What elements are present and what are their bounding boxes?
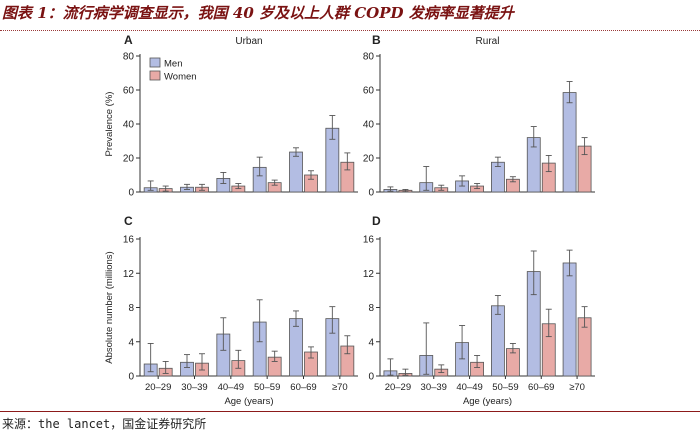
panel-c-x-label: Age (years) — [224, 396, 273, 407]
panel-c-y-label: Absolute number (millions) — [104, 251, 115, 363]
panel-d-y-tick-label: 8 — [368, 303, 374, 314]
panel-b-y-tick-label: 80 — [363, 52, 375, 63]
title-divider — [0, 30, 700, 31]
legend-swatch-women — [149, 70, 161, 81]
panel-b-bar-men — [562, 92, 577, 193]
panel-c-x-tick-label: ≥70 — [332, 382, 348, 393]
legend-label-women: Women — [164, 72, 197, 83]
source-note: 来源：the lancet，国金证券研究所 — [2, 417, 207, 431]
panel-a-y-tick-label: 60 — [123, 86, 135, 97]
panel-d-bar-men — [562, 262, 577, 377]
panel-d-x-tick-label: 20–29 — [385, 382, 411, 393]
footer-divider — [0, 411, 700, 412]
panel-b-y-tick-label: 60 — [363, 86, 375, 97]
panel-a-y-label: Prevalence (%) — [104, 92, 115, 157]
panel-d-y-tick-label: 0 — [368, 372, 374, 383]
panel-d-bar-men — [491, 305, 505, 377]
panel-c-x-tick-label: 20–29 — [145, 382, 171, 393]
panel-d-y-tick-label: 4 — [368, 337, 374, 348]
panel-a-letter: A — [124, 33, 133, 47]
panel-a-y-tick-label: 40 — [123, 120, 135, 131]
panel-c-y-tick-label: 8 — [128, 303, 134, 314]
panel-d-x-tick-label: 60–69 — [528, 382, 554, 393]
legend-swatch-men — [149, 57, 161, 68]
panel-a-y-tick-label: 20 — [123, 154, 135, 165]
panel-d-x-tick-label: 40–49 — [456, 382, 482, 393]
panel-d-x-label: Age (years) — [463, 396, 512, 407]
panel-b-y-tick-label: 0 — [368, 188, 374, 199]
panel-a-y-tick-label: 0 — [128, 188, 134, 199]
panel-d-x-tick-label: 50–59 — [492, 382, 518, 393]
panel-c-bar-men — [289, 318, 303, 377]
panel-d-letter: D — [372, 214, 381, 228]
panel-a-bar-men — [289, 151, 303, 193]
panel-d-x-tick-label: 30–39 — [421, 382, 447, 393]
panel-a-y-tick-label: 80 — [123, 52, 135, 63]
panel-b-y-tick-label: 40 — [363, 120, 375, 131]
panel-c-y-tick-label: 0 — [128, 372, 134, 383]
panel-c-y-tick-label: 16 — [123, 235, 135, 246]
panel-d-x-tick-label: ≥70 — [569, 382, 585, 393]
panel-b-letter: B — [372, 33, 381, 47]
panel-b-title: Rural — [476, 36, 500, 47]
panel-c-x-tick-label: 30–39 — [181, 382, 207, 393]
panel-d-y-tick-label: 12 — [363, 269, 375, 280]
panel-d-y-tick-label: 16 — [363, 235, 375, 246]
panel-b-y-tick-label: 20 — [363, 154, 375, 165]
panel-c-y-tick-label: 4 — [128, 337, 134, 348]
panel-c-x-tick-label: 60–69 — [290, 382, 316, 393]
legend-label-men: Men — [164, 59, 182, 70]
panel-c-x-tick-label: 50–59 — [254, 382, 280, 393]
panel-c-x-tick-label: 40–49 — [218, 382, 244, 393]
panel-a-title: Urban — [235, 36, 262, 47]
panel-c-letter: C — [124, 214, 133, 228]
page-title: 图表 1：流行病学调查显示，我国 40 岁及以上人群 COPD 发病率显著提升 — [2, 4, 514, 22]
panel-c-y-tick-label: 12 — [123, 269, 135, 280]
